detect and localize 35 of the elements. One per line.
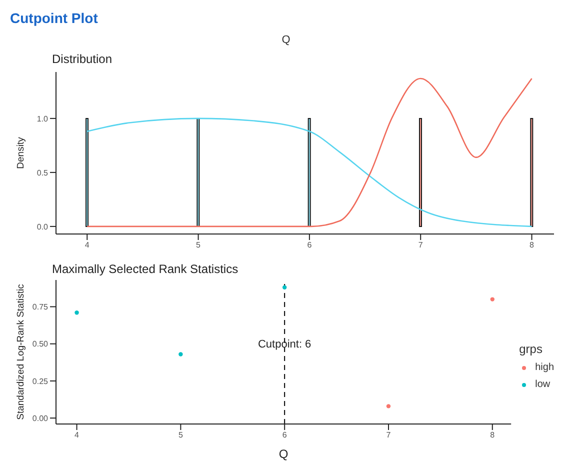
legend-label: low bbox=[535, 379, 550, 390]
point bbox=[282, 285, 287, 290]
y-axis-title: Density bbox=[15, 136, 26, 169]
y-tick-label: 0.75 bbox=[32, 302, 49, 312]
x-tick-label: 4 bbox=[74, 430, 80, 440]
x-tick-label: 7 bbox=[386, 430, 392, 440]
chart-subtitle: Q bbox=[280, 34, 292, 46]
text: Distribution bbox=[52, 52, 112, 66]
x-tick-label: 5 bbox=[178, 430, 184, 440]
point bbox=[490, 297, 494, 302]
x-tick-label: 4 bbox=[84, 240, 90, 250]
x-tick-label: 6 bbox=[282, 430, 288, 440]
x-tick-label: 8 bbox=[530, 240, 535, 250]
point bbox=[178, 352, 183, 356]
legend-label: high bbox=[535, 362, 554, 373]
line-series bbox=[86, 78, 532, 228]
line-series bbox=[86, 118, 532, 228]
y-tick-label: 0.00 bbox=[32, 414, 49, 423]
x-tick-label: 7 bbox=[418, 240, 424, 250]
y-tick-label: 0.50 bbox=[32, 340, 49, 349]
x-tick-label: 8 bbox=[490, 430, 496, 440]
legend-title: grps bbox=[519, 342, 544, 356]
point bbox=[386, 404, 391, 408]
x-tick-label: 5 bbox=[196, 240, 202, 250]
chart-title: Maximally Selected Rank Statistics bbox=[52, 262, 238, 276]
x-tick-label: 6 bbox=[307, 240, 312, 250]
point bbox=[74, 310, 79, 315]
y-tick-label: 1.0 bbox=[36, 114, 49, 124]
y-tick-label: 0.5 bbox=[36, 168, 49, 178]
y-axis-title: Standardized Log-Rank Statistic bbox=[15, 284, 26, 420]
x-axis-title: Q bbox=[278, 447, 288, 461]
chart-title: Cutpoint Plot bbox=[10, 10, 98, 26]
y-tick-label: 0.25 bbox=[32, 376, 49, 386]
y-tick-label: 0.0 bbox=[36, 222, 49, 232]
annotation: Cutpoint: 6 bbox=[258, 338, 312, 351]
